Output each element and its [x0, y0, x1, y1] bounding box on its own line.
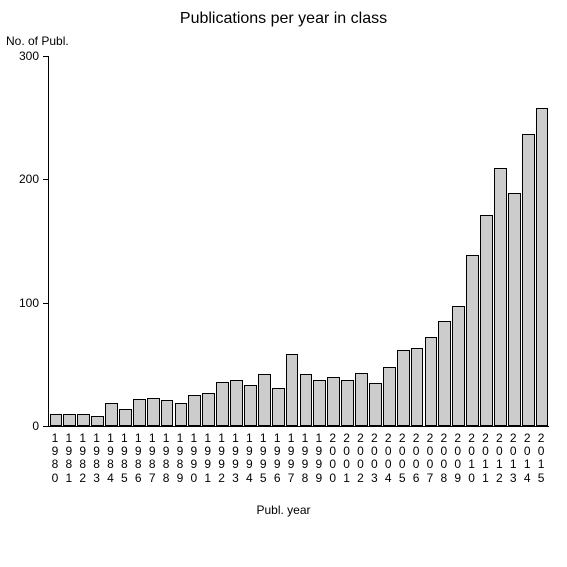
bar: [105, 403, 118, 426]
x-tick-label: 2 0 0 8: [437, 432, 451, 485]
bar: [202, 393, 215, 426]
x-tick-label: 1 9 8 6: [131, 432, 145, 485]
x-tick-label: 2 0 0 3: [367, 432, 381, 485]
x-tick-label: 2 0 0 6: [409, 432, 423, 485]
bar: [161, 400, 174, 426]
x-tick-label: 1 9 9 8: [298, 432, 312, 485]
x-tick-label: 2 0 0 1: [340, 432, 354, 485]
bar: [91, 416, 104, 426]
x-tick-label: 2 0 1 4: [520, 432, 534, 485]
x-tick-label: 1 9 9 4: [242, 432, 256, 485]
bar: [438, 321, 451, 426]
x-tick-label: 1 9 9 7: [284, 432, 298, 485]
chart-root: Publications per year in class No. of Pu…: [0, 0, 567, 567]
x-tick-label: 2 0 0 9: [451, 432, 465, 485]
bar: [425, 337, 438, 426]
bar: [341, 380, 354, 426]
x-tick-label: 1 9 9 1: [201, 432, 215, 485]
bar: [300, 374, 313, 426]
bar: [369, 383, 382, 426]
x-tick-label: 1 9 8 0: [48, 432, 62, 485]
bar: [327, 377, 340, 426]
bar: [480, 215, 493, 426]
bar: [63, 414, 76, 426]
x-tick-label: 1 9 8 3: [90, 432, 104, 485]
x-tick-label: 1 9 9 3: [229, 432, 243, 485]
bar: [133, 399, 146, 426]
x-tick-label: 1 9 9 2: [215, 432, 229, 485]
bar: [188, 395, 201, 426]
x-tick-label: 2 0 1 5: [534, 432, 548, 485]
bar: [522, 134, 535, 426]
bar: [216, 382, 229, 426]
y-tick-label: 0: [0, 419, 39, 433]
bar: [494, 168, 507, 426]
x-tick-label: 2 0 1 2: [492, 432, 506, 485]
bar: [119, 409, 132, 426]
bar: [355, 373, 368, 426]
x-tick-label: 1 9 9 6: [270, 432, 284, 485]
bar: [466, 255, 479, 426]
bar: [230, 380, 243, 426]
bar: [272, 388, 285, 426]
x-tick-label: 1 9 8 8: [159, 432, 173, 485]
bar: [175, 403, 188, 426]
x-tick-label: 2 0 0 7: [423, 432, 437, 485]
bar: [383, 367, 396, 426]
y-tick-mark: [43, 303, 48, 304]
chart-title: Publications per year in class: [0, 10, 567, 28]
x-tick-label: 1 9 8 5: [117, 432, 131, 485]
x-tick-label: 2 0 0 5: [395, 432, 409, 485]
y-axis-label: No. of Publ.: [6, 34, 69, 48]
x-tick-label: 1 9 9 0: [187, 432, 201, 485]
bar: [147, 398, 160, 426]
x-tick-label: 2 0 1 1: [479, 432, 493, 485]
bar: [397, 350, 410, 426]
bar: [50, 414, 63, 426]
bar: [411, 348, 424, 426]
y-tick-label: 100: [0, 296, 39, 310]
bar: [508, 193, 521, 426]
bar: [258, 374, 271, 426]
bar: [286, 354, 299, 426]
x-tick-label: 1 9 8 7: [145, 432, 159, 485]
y-tick-label: 200: [0, 172, 39, 186]
y-tick-mark: [43, 426, 48, 427]
x-tick-label: 1 9 8 9: [173, 432, 187, 485]
x-tick-label: 1 9 8 1: [62, 432, 76, 485]
x-tick-label: 2 0 1 3: [506, 432, 520, 485]
x-tick-label: 1 9 8 4: [104, 432, 118, 485]
x-tick-label: 2 0 0 0: [326, 432, 340, 485]
y-tick-mark: [43, 56, 48, 57]
y-tick-label: 300: [0, 49, 39, 63]
y-tick-mark: [43, 179, 48, 180]
x-tick-label: 1 9 9 5: [256, 432, 270, 485]
bar: [77, 414, 90, 426]
bar: [536, 108, 549, 426]
x-tick-label: 1 9 8 2: [76, 432, 90, 485]
x-axis-title: Publ. year: [0, 503, 567, 517]
bar: [244, 385, 257, 426]
bar: [452, 306, 465, 426]
x-tick-label: 2 0 0 4: [381, 432, 395, 485]
x-tick-label: 2 0 1 0: [465, 432, 479, 485]
x-tick-label: 2 0 0 2: [354, 432, 368, 485]
plot-area: [48, 56, 549, 427]
bar: [313, 380, 326, 426]
x-tick-label: 1 9 9 9: [312, 432, 326, 485]
